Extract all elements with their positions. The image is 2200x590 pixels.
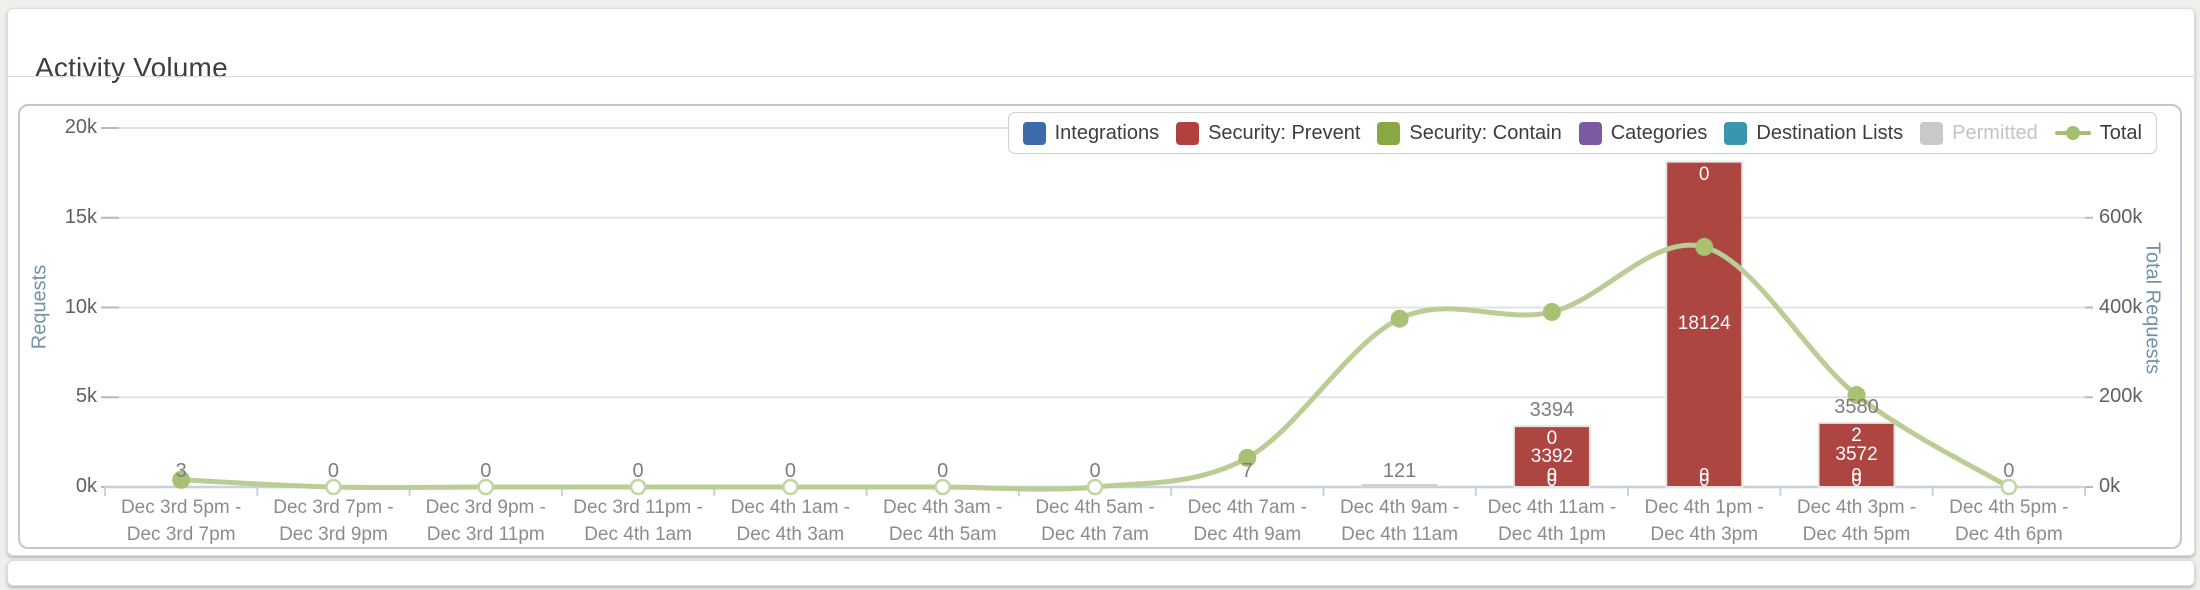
legend-swatch-icon: [1724, 121, 1748, 145]
total-point-marker-zero[interactable]: [2000, 478, 2018, 496]
total-point-marker[interactable]: [172, 470, 191, 489]
legend-item-integrations[interactable]: Integrations: [1022, 121, 1160, 145]
total-line-marker-icon: [2054, 125, 2091, 141]
activity-volume-card: Activity Volume: [7, 8, 2195, 556]
legend-item-security-contain[interactable]: Security: Contain: [1377, 121, 1562, 145]
legend-label: Destination Lists: [1756, 121, 1904, 144]
page-title: Activity Volume: [35, 51, 228, 83]
total-point-marker-zero[interactable]: [477, 478, 495, 496]
total-point-marker-zero[interactable]: [629, 478, 647, 496]
total-point-marker[interactable]: [1390, 309, 1409, 328]
title-separator: [8, 76, 2194, 77]
prevent-bar[interactable]: [1512, 425, 1591, 488]
legend-label: Permitted: [1952, 121, 2038, 144]
legend-item-total[interactable]: Total: [2054, 121, 2142, 145]
legend-swatch-icon: [1022, 121, 1046, 145]
legend-swatch-icon: [1377, 121, 1401, 145]
next-panel-partial: [7, 560, 2195, 586]
legend-label: Security: Contain: [1409, 121, 1562, 144]
prevent-bar[interactable]: [1665, 160, 1744, 488]
legend-item-permitted[interactable]: Permitted: [1920, 121, 2038, 145]
legend-item-categories[interactable]: Categories: [1578, 121, 1708, 145]
legend-swatch-icon: [1578, 121, 1602, 145]
right-axis-title: Total Requests: [2141, 241, 2164, 375]
total-point-marker-zero[interactable]: [934, 478, 951, 496]
total-point-marker-zero[interactable]: [782, 478, 799, 496]
total-point-marker[interactable]: [1238, 448, 1257, 467]
total-point-marker[interactable]: [1695, 237, 1714, 256]
legend-item-destination-lists[interactable]: Destination Lists: [1724, 121, 1904, 145]
left-axis-title: Requests: [28, 264, 51, 350]
legend-swatch-icon: [1176, 121, 1200, 145]
prevent-bar[interactable]: [1817, 421, 1896, 488]
total-point-marker-zero[interactable]: [1086, 478, 1104, 496]
legend-label: Integrations: [1054, 121, 1160, 144]
legend-label: Categories: [1610, 121, 1708, 144]
total-point-marker-zero[interactable]: [325, 478, 342, 496]
legend-label: Total: [2099, 121, 2142, 144]
legend-item-security-prevent[interactable]: Security: Prevent: [1176, 121, 1361, 145]
legend-label: Security: Prevent: [1208, 121, 1361, 144]
total-point-marker[interactable]: [1847, 386, 1866, 405]
chart-legend: Integrations Security: Prevent Security: C…: [1007, 112, 2157, 154]
legend-swatch-icon: [1920, 121, 1944, 145]
total-point-marker[interactable]: [1542, 302, 1561, 321]
prevent-bar-tiny[interactable]: [1361, 484, 1438, 487]
